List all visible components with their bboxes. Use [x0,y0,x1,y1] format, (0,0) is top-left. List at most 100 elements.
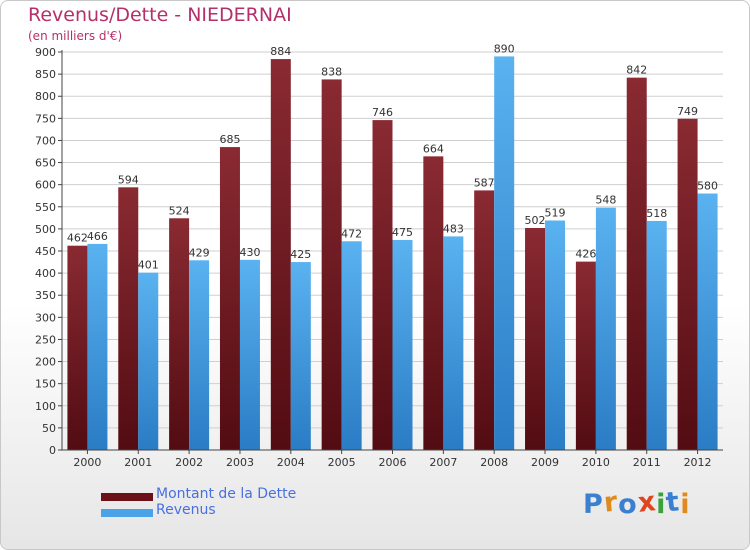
bar [138,272,159,450]
bar [321,79,342,450]
x-tick-label: 2005 [328,456,356,469]
bar [87,243,108,450]
logo-letter: r [602,486,620,519]
data-label: 746 [372,106,393,119]
bar [118,187,139,450]
y-axis-ticks: 0 50 100 150 200 250 300 350 400 450 500 550 600 650 7… [35,46,62,457]
data-label: 426 [575,248,596,261]
x-axis-ticks: 2000 2001 2002 2003 2004 2005 2006 2007 2008 2009… [73,450,712,469]
bar [270,59,291,450]
chart-subtitle: (en milliers d'€) [28,29,123,43]
x-tick-label: 2003 [226,456,254,469]
data-label: 483 [443,222,464,235]
logo-letter: i [680,489,691,520]
y-tick-label: 100 [35,400,56,413]
chart-title: Revenus/Dette - NIEDERNAI [28,4,292,26]
x-tick-label: 2009 [531,456,559,469]
data-label: 664 [423,142,444,155]
data-label: 548 [595,194,616,207]
logo-letter: x [636,486,658,519]
y-tick-label: 500 [35,223,56,236]
bar [239,259,260,450]
bar [677,118,698,450]
data-label: 842 [626,64,647,77]
y-tick-label: 750 [35,112,56,125]
data-label: 430 [239,246,260,259]
logo-letter: P [583,489,604,520]
bar [474,190,495,450]
legend-swatch-dette [101,493,153,501]
x-tick-label: 2004 [277,456,305,469]
data-label: 587 [474,176,495,189]
y-tick-label: 250 [35,333,56,346]
y-tick-label: 450 [35,245,56,258]
y-tick-label: 0 [49,444,56,457]
x-tick-label: 2011 [633,456,661,469]
bar [626,77,647,450]
y-tick-label: 400 [35,267,56,280]
bar [290,262,311,450]
bar [423,156,444,450]
bar [646,220,667,450]
data-label: 462 [67,232,88,245]
data-label: 685 [219,133,240,146]
y-tick-label: 550 [35,201,56,214]
y-tick-label: 50 [42,422,56,435]
y-tick-label: 650 [35,157,56,170]
bar [67,245,88,450]
x-tick-label: 2010 [582,456,610,469]
data-label: 401 [138,259,159,272]
bar [545,220,566,450]
data-label: 502 [525,214,546,227]
data-labels: 462 466 594 401 524 429 685 430 884 425 838 472 746 4… [67,42,718,271]
x-tick-label: 2001 [124,456,152,469]
x-tick-label: 2002 [175,456,203,469]
data-label: 594 [118,173,139,186]
y-tick-label: 800 [35,90,56,103]
data-label: 890 [494,42,515,55]
y-tick-label: 600 [35,179,56,192]
y-tick-label: 850 [35,68,56,81]
bar [575,261,596,450]
legend-label-dette: Montant de la Dette [156,486,297,502]
bar [219,147,240,451]
y-tick-label: 350 [35,289,56,302]
bar [372,120,393,450]
x-tick-label: 2006 [379,456,407,469]
bars [67,56,718,451]
legend-label-revenus: Revenus [156,502,216,518]
y-tick-label: 900 [35,46,56,59]
y-tick-label: 300 [35,311,56,324]
bar [392,239,413,450]
data-label: 425 [290,248,311,261]
y-tick-label: 200 [35,356,56,369]
data-label: 519 [545,206,566,219]
data-label: 838 [321,65,342,78]
bar [595,207,616,450]
data-label: 524 [169,204,190,217]
bar [494,56,515,451]
data-label: 749 [677,105,698,118]
legend-swatch-revenus [101,509,153,517]
bar [169,218,190,450]
y-tick-label: 700 [35,134,56,147]
x-tick-label: 2012 [684,456,712,469]
bar [697,193,718,450]
data-label: 580 [697,180,718,193]
data-label: 518 [646,207,667,220]
y-tick-label: 150 [35,378,56,391]
bar [189,260,210,450]
data-label: 884 [270,45,291,58]
x-tick-label: 2008 [480,456,508,469]
logo-letter: i [656,489,667,520]
logo-letter: o [618,489,638,520]
bar [341,241,362,450]
bar [525,228,546,450]
data-label: 472 [341,227,362,240]
x-tick-label: 2007 [429,456,457,469]
proxiti-logo: Proxiti [583,486,691,520]
data-label: 475 [392,226,413,239]
data-label: 429 [189,246,210,259]
